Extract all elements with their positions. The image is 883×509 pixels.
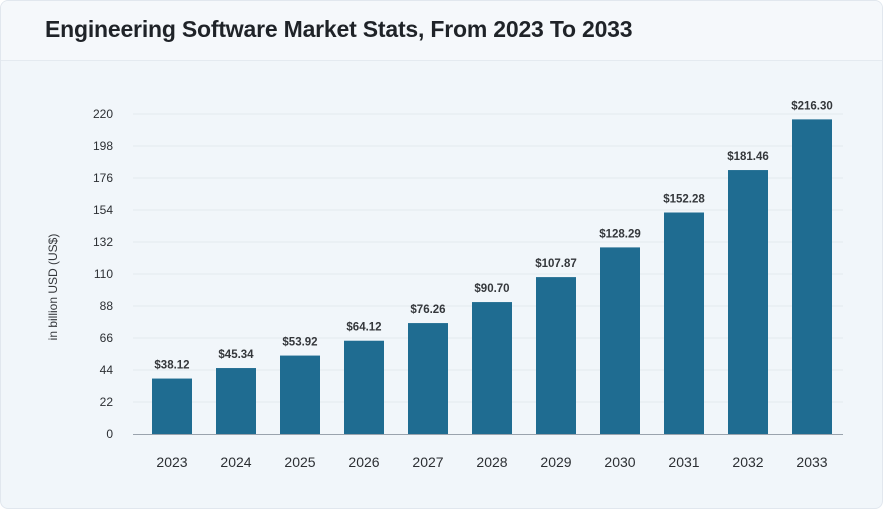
data-label: $181.46 <box>727 151 769 163</box>
y-tick-label: 154 <box>93 203 113 217</box>
data-label: $128.29 <box>599 228 641 240</box>
bar <box>280 355 320 434</box>
bar <box>472 302 512 434</box>
bar <box>792 119 832 434</box>
data-label: $38.12 <box>154 360 189 372</box>
y-tick-label: 220 <box>93 107 113 121</box>
x-tick-label: 2025 <box>284 454 315 470</box>
bar <box>344 340 384 434</box>
x-tick-label: 2026 <box>348 454 379 470</box>
data-label: $90.70 <box>474 283 509 295</box>
x-tick-label: 2023 <box>156 454 187 470</box>
y-tick-label: 110 <box>94 267 113 281</box>
y-tick-label: 132 <box>93 235 113 249</box>
axes: 0 22 44 66 88 110 132 154 176 198 220 2023 2024 2025 2… <box>93 107 843 470</box>
data-label: $216.30 <box>791 100 833 112</box>
x-tick-label: 2027 <box>412 454 443 470</box>
x-tick-label: 2028 <box>476 454 507 470</box>
data-label: $76.26 <box>410 304 445 316</box>
data-label: $45.34 <box>218 349 254 361</box>
y-tick-label: 88 <box>100 299 114 313</box>
data-label: $152.28 <box>663 194 705 206</box>
data-label: $53.92 <box>282 337 317 349</box>
bar <box>664 212 704 434</box>
data-label: $64.12 <box>346 322 381 334</box>
y-tick-label: 44 <box>100 363 114 377</box>
y-tick-label: 66 <box>100 331 114 345</box>
x-tick-label: 2029 <box>540 454 571 470</box>
x-tick-label: 2032 <box>732 454 763 470</box>
chart-header <box>1 1 882 61</box>
x-tick-label: 2024 <box>220 454 251 470</box>
y-tick-label: 198 <box>93 139 113 153</box>
x-tick-label: 2031 <box>668 454 699 470</box>
chart-title: Engineering Software Market Stats, From … <box>45 16 633 42</box>
bar <box>152 378 192 434</box>
x-tick-label: 2030 <box>604 454 635 470</box>
bar <box>216 368 256 434</box>
y-tick-label: 0 <box>106 427 113 441</box>
bar <box>728 170 768 435</box>
bar <box>536 277 576 434</box>
data-label: $107.87 <box>535 258 577 270</box>
x-tick-label: 2033 <box>796 454 827 470</box>
bar <box>408 323 448 434</box>
bars: $38.12 $45.34 $53.92 $64.12 $76.26 $90.70 $107… <box>152 100 833 435</box>
y-axis-label: in billion USD (US$) <box>46 234 60 341</box>
bar <box>600 247 640 434</box>
y-tick-label: 176 <box>93 171 113 185</box>
y-tick-label: 22 <box>100 395 114 409</box>
